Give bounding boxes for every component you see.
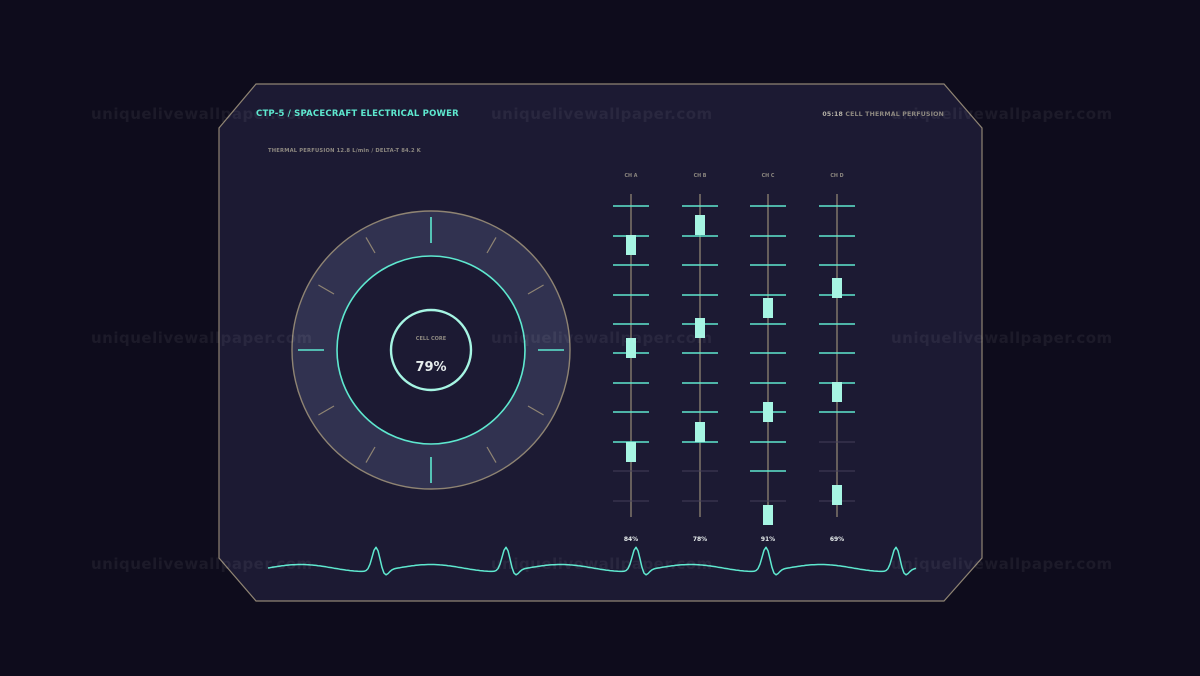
dial-minor-tick: [318, 284, 335, 295]
channel-marker: [832, 382, 842, 402]
channel-a-value: 84%: [623, 536, 639, 543]
channel-marker: [832, 485, 842, 505]
cell-core-dial: [291, 210, 571, 490]
channel-marker: [626, 338, 636, 358]
dial-label: CELL CORE: [415, 336, 447, 342]
channel-columns: [613, 194, 855, 525]
channel-marker: [763, 505, 773, 525]
perfusion-readout: THERMAL PERFUSION 12.8 L/min / DELTA-T 8…: [268, 148, 422, 154]
channel-marker: [626, 235, 636, 255]
channel-marker: [763, 402, 773, 422]
dial-minor-tick: [527, 284, 544, 295]
channel-b-label: CH B: [693, 174, 707, 179]
clock-label: CELL THERMAL PERFUSION: [845, 111, 944, 118]
channel-b-value: 78%: [692, 536, 708, 543]
thermal-waveform: [267, 546, 917, 576]
channel-marker: [695, 422, 705, 442]
dial-minor-tick: [318, 405, 335, 416]
clock-time: 05:18: [822, 111, 844, 118]
dial-minor-tick: [365, 446, 376, 463]
dial-minor-tick: [486, 446, 497, 463]
dial-value: 79%: [415, 360, 447, 375]
channel-a-label: CH A: [624, 174, 638, 179]
channel-c-value: 91%: [760, 536, 776, 543]
channel-marker: [626, 442, 636, 462]
dial-minor-tick: [486, 237, 497, 254]
dial-inner-ring: [389, 308, 473, 392]
channel-c-label: CH C: [761, 174, 775, 179]
channel-marker: [832, 278, 842, 298]
channel-marker: [695, 318, 705, 338]
channel-marker: [695, 215, 705, 235]
channel-d-label: CH D: [830, 174, 844, 179]
channel-marker: [763, 298, 773, 318]
channel-d-value: 69%: [829, 536, 845, 543]
page-title: CTP-5 / SPACECRAFT ELECTRICAL POWER: [256, 109, 459, 119]
clock-readout: 05:18 CELL THERMAL PERFUSION: [822, 111, 944, 118]
dial-minor-tick: [527, 405, 544, 416]
dial-ticks: [298, 217, 564, 483]
dial-minor-tick: [365, 237, 376, 254]
